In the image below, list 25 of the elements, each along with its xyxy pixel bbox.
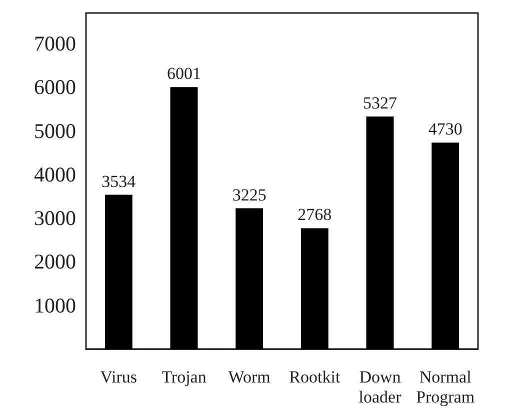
x-tick-label: Worm [228, 368, 270, 386]
x-tick-label: Virus [100, 368, 138, 386]
y-tick-label: 7000 [34, 32, 76, 56]
bar [236, 208, 264, 349]
data-label: 3225 [232, 185, 266, 204]
y-tick-label: 5000 [34, 118, 76, 143]
data-label: 3534 [102, 172, 136, 191]
data-label: 4730 [428, 120, 462, 139]
data-label: 5327 [363, 94, 398, 113]
x-tick-label: Rootkit [289, 368, 340, 386]
bar [432, 142, 460, 349]
bar [170, 87, 198, 349]
data-label: 2768 [298, 205, 332, 224]
y-tick-label: 4000 [34, 162, 76, 186]
y-tick-label: 3000 [34, 206, 76, 230]
y-tick-label: 2000 [34, 250, 76, 274]
y-tick-label: 1000 [34, 293, 76, 318]
x-tick-label: Normal Program [416, 368, 475, 406]
data-label: 6001 [167, 64, 201, 84]
bar [300, 228, 328, 349]
x-tick-label: Down loader [358, 368, 402, 406]
bar [366, 116, 394, 349]
y-tick-label: 6000 [34, 75, 76, 100]
bar [104, 194, 132, 349]
x-tick-label: Trojan [162, 368, 207, 386]
